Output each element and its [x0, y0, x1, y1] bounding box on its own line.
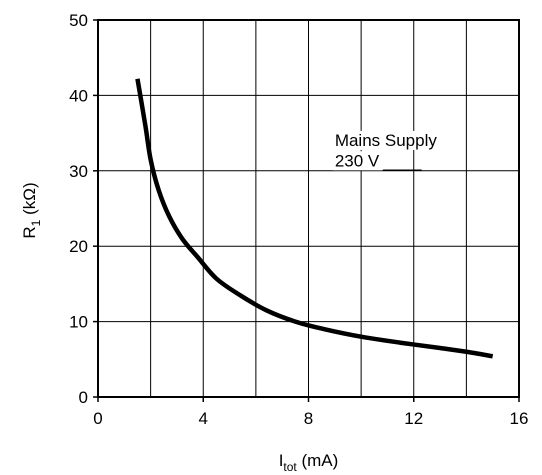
y-tick-label: 0 [79, 388, 88, 407]
plot-frame [97, 19, 520, 398]
y-tick-label: 40 [69, 86, 88, 105]
x-tick-label: 8 [304, 409, 313, 428]
y-tick-label: 30 [69, 162, 88, 181]
x-tick-label: 16 [510, 409, 529, 428]
tick-layer: 0 4 8 12 16 0 10 20 30 40 50 [69, 11, 528, 428]
x-tick-label: 12 [404, 409, 423, 428]
y-axis-label-unit: (kΩ) [20, 182, 39, 219]
x-tick-label: 4 [199, 409, 208, 428]
annotation-background-box [332, 130, 440, 150]
annotation-background-box [332, 151, 382, 171]
y-tick-label: 10 [69, 313, 88, 332]
x-axis-label-unit: (mA) [297, 451, 339, 470]
series-layer [135, 78, 494, 359]
annotation-230v: 230 V [335, 151, 380, 170]
y-axis-label-subscript: 1 [29, 219, 43, 226]
grid-layer [98, 20, 519, 397]
annotation-background [332, 130, 440, 171]
annotation-mains-supply: Mains Supply [335, 131, 438, 150]
y-axis-label: R1 (kΩ) [20, 182, 43, 238]
y-tick-label: 50 [69, 11, 88, 30]
x-axis-label-subscript: tot [283, 460, 297, 474]
x-axis-label-main: I [279, 451, 284, 470]
x-tick-label: 0 [93, 409, 102, 428]
series-line [135, 78, 494, 359]
x-axis-label: Itot (mA) [279, 451, 339, 474]
y-tick-label: 20 [69, 237, 88, 256]
y-axis-label-main: R [20, 226, 39, 238]
